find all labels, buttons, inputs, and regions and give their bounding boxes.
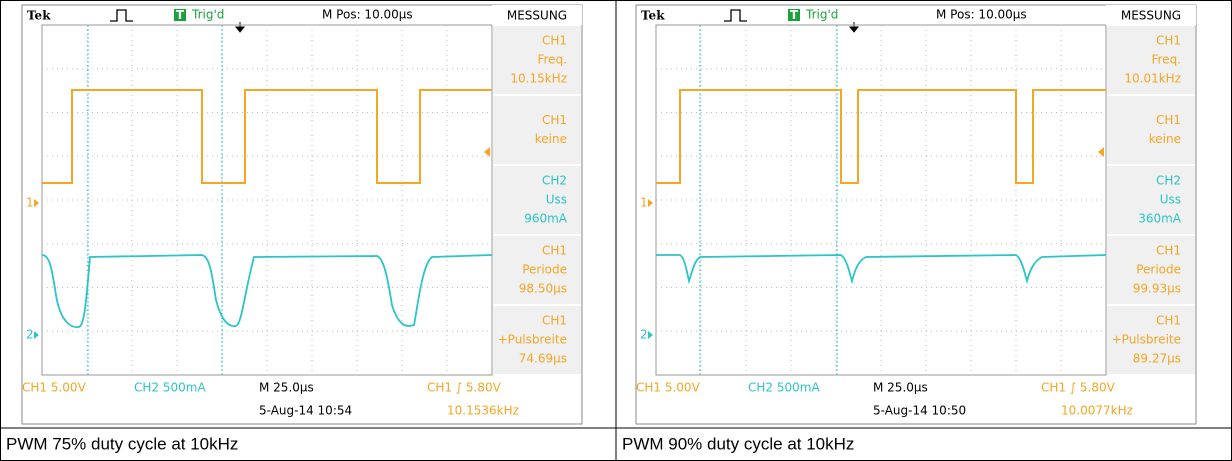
trigger-status: Trig'd bbox=[191, 8, 224, 22]
menu-title: MESSUNG bbox=[507, 9, 567, 23]
menu-line: CH1 bbox=[1156, 34, 1181, 48]
menu-line: CH1 bbox=[542, 314, 567, 328]
trigger-freq: 10.0077kHz bbox=[1061, 404, 1133, 418]
menu-line: 98.50µs bbox=[519, 282, 567, 296]
menu-line: +Pulsbreite bbox=[1112, 333, 1181, 347]
menu-line: 74.69µs bbox=[519, 352, 567, 366]
ch1-marker: 1 bbox=[640, 196, 648, 210]
menu-box bbox=[493, 96, 581, 164]
menu-line: Freq. bbox=[1151, 53, 1181, 67]
trigger-setting: CH1 ∫ 5.80V bbox=[1041, 381, 1116, 395]
menu-line: CH2 bbox=[542, 174, 567, 188]
menu-line: 99.93µs bbox=[1133, 282, 1181, 296]
menu-line: Periode bbox=[522, 263, 567, 277]
menu-line: 960mA bbox=[524, 212, 568, 226]
menu-line: CH2 bbox=[1156, 174, 1181, 188]
time-scale: M 25.0µs bbox=[873, 381, 928, 395]
menu-line: Periode bbox=[1136, 263, 1181, 277]
brand: Tek bbox=[27, 9, 51, 23]
ch2-marker: 2 bbox=[26, 328, 34, 342]
menu-line: CH1 bbox=[1156, 314, 1181, 328]
menu-line: keine bbox=[1149, 132, 1181, 146]
caption: PWM 90% duty cycle at 10kHz bbox=[622, 434, 854, 453]
trigger-status: Trig'd bbox=[805, 8, 838, 22]
menu-line: Uss bbox=[1160, 193, 1181, 207]
menu-line: Uss bbox=[546, 193, 567, 207]
scope-screenshot: Tek T Trig'd M Pos: 10.00µs 1 2 MESSUNG CH1 Freq… bbox=[22, 5, 582, 424]
scope-screenshot: Tek T Trig'd M Pos: 10.00µs 1 2 MESSUNG CH1 Freq… bbox=[636, 5, 1196, 424]
trig-icon: T bbox=[176, 8, 185, 22]
ch2-scale: CH2 500mA bbox=[748, 381, 820, 395]
date-time: 5-Aug-14 10:54 bbox=[259, 404, 352, 418]
ch1-scale: CH1 5.00V bbox=[636, 381, 701, 395]
trigger-freq: 10.1536kHz bbox=[447, 404, 519, 418]
caption: PWM 75% duty cycle at 10kHz bbox=[6, 434, 238, 453]
ch1-scale: CH1 5.00V bbox=[22, 381, 87, 395]
menu-line: 10.15kHz bbox=[510, 72, 567, 86]
m-pos: M Pos: 10.00µs bbox=[936, 8, 1027, 22]
menu-title: MESSUNG bbox=[1121, 9, 1181, 23]
trigger-setting: CH1 ∫ 5.80V bbox=[427, 381, 502, 395]
time-scale: M 25.0µs bbox=[259, 381, 314, 395]
menu-line: Freq. bbox=[537, 53, 567, 67]
m-pos: M Pos: 10.00µs bbox=[322, 8, 413, 22]
menu-line: CH1 bbox=[1156, 244, 1181, 258]
menu-line: 89.27µs bbox=[1133, 352, 1181, 366]
menu-line: 360mA bbox=[1138, 212, 1182, 226]
menu-line: CH1 bbox=[542, 113, 567, 127]
menu-line: CH1 bbox=[1156, 113, 1181, 127]
date-time: 5-Aug-14 10:50 bbox=[873, 404, 966, 418]
menu-line: +Pulsbreite bbox=[498, 333, 567, 347]
menu-line: keine bbox=[535, 132, 567, 146]
menu-line: CH1 bbox=[542, 244, 567, 258]
ch2-marker: 2 bbox=[640, 328, 648, 342]
ch1-marker: 1 bbox=[26, 196, 34, 210]
ch2-scale: CH2 500mA bbox=[134, 381, 206, 395]
brand: Tek bbox=[641, 9, 665, 23]
menu-line: CH1 bbox=[542, 34, 567, 48]
page: Tek T Trig'd M Pos: 10.00µs 1 2 MESSUNG CH1 Freq… bbox=[0, 0, 1232, 461]
menu-line: 10.01kHz bbox=[1124, 72, 1181, 86]
menu-box bbox=[1107, 96, 1195, 164]
trig-icon: T bbox=[790, 8, 799, 22]
